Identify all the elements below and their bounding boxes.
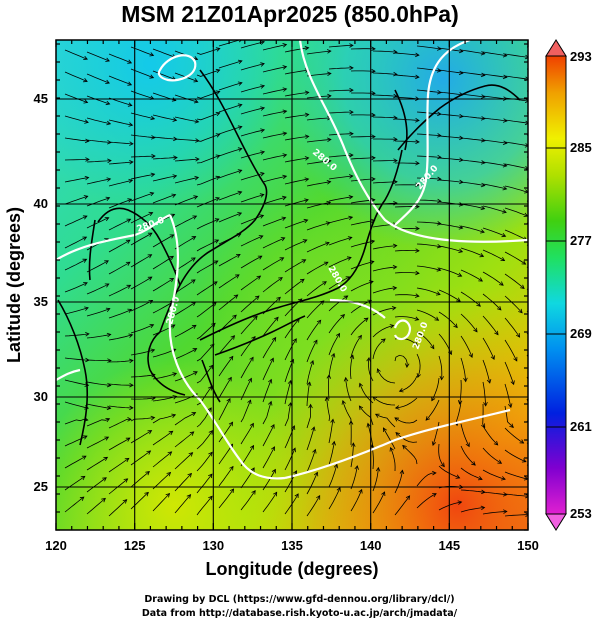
x-tick-label: 135: [281, 538, 303, 553]
credit-drawing: Drawing by DCL (https://www.gfd-dennou.o…: [144, 594, 455, 605]
y-tick-label: 45: [34, 91, 48, 106]
wind-streamlines: [64, 40, 528, 517]
x-tick-label: 130: [202, 538, 224, 553]
colorbar: 293 285 277 269 261 253: [545, 39, 592, 531]
x-axis: 120 125 130 135 140 145 150 Longitude (d…: [45, 538, 539, 579]
y-tick-label: 40: [34, 196, 48, 211]
plot-area: 280.0 280.0 280.0 280.0 280.0 280.0: [55, 39, 529, 531]
credit-data-source: Data from http://database.rish.kyoto-u.a…: [141, 608, 458, 619]
x-tick-label: 125: [124, 538, 146, 553]
colorbar-bottom-arrow: [545, 513, 567, 531]
y-tick-label: 25: [34, 479, 48, 494]
y-axis: 25 30 35 40 45 Latitude (degrees): [4, 91, 48, 494]
colorbar-tick-label: 277: [570, 233, 592, 248]
x-tick-label: 140: [360, 538, 382, 553]
colorbar-top-arrow: [545, 39, 567, 57]
colorbar-gradient: [545, 55, 567, 515]
y-tick-label: 30: [34, 389, 48, 404]
x-tick-label: 120: [45, 538, 67, 553]
colorbar-tick-label: 269: [570, 326, 592, 341]
coastlines: [57, 69, 521, 446]
lat-lon-grid: [56, 40, 528, 530]
colorbar-tick-label: 261: [570, 419, 592, 434]
colorbar-tick-label: 253: [570, 506, 592, 521]
x-axis-title: Longitude (degrees): [205, 559, 378, 579]
y-axis-title: Latitude (degrees): [4, 207, 24, 363]
colorbar-tick-label: 285: [570, 140, 592, 155]
y-tick-label: 35: [34, 294, 48, 309]
axis-ticks: [55, 40, 529, 531]
map-title: MSM 21Z01Apr2025 (850.0hPa): [121, 1, 459, 27]
x-tick-label: 145: [438, 538, 460, 553]
colorbar-tick-label: 293: [570, 49, 592, 64]
x-tick-label: 150: [517, 538, 539, 553]
